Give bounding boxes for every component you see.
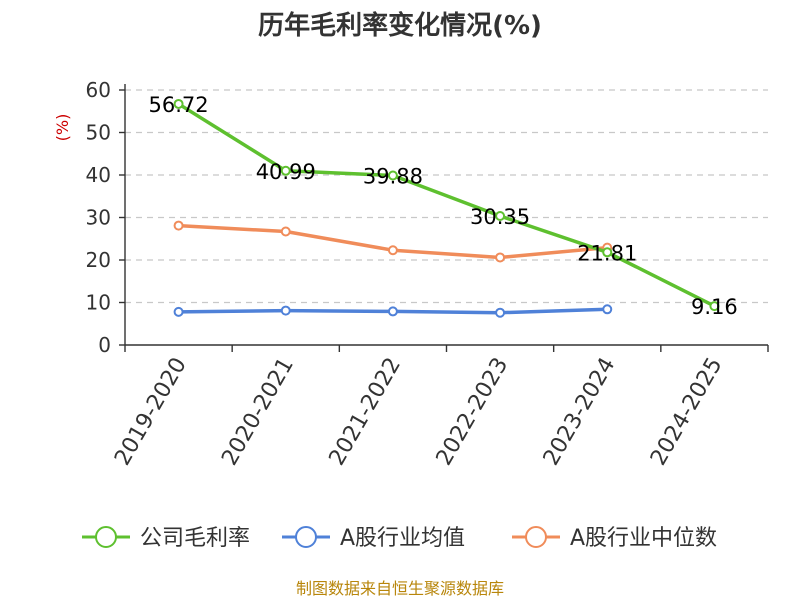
- data-point: [602, 304, 613, 315]
- data-label: 9.16: [691, 295, 738, 319]
- legend-swatch-marker: [525, 526, 547, 548]
- data-point: [387, 170, 398, 181]
- legend-label: 公司毛利率: [140, 526, 250, 551]
- data-point: [495, 211, 506, 222]
- data-point: [387, 245, 398, 256]
- y-tick-label: 20: [86, 248, 111, 272]
- chart-title: 历年毛利率变化情况(%): [258, 10, 542, 41]
- series-0: [173, 98, 720, 312]
- legend-swatch-marker: [95, 526, 117, 548]
- data-label: 21.81: [577, 241, 637, 265]
- series-1: [173, 304, 613, 318]
- data-point: [173, 306, 184, 317]
- data-point: [280, 226, 291, 237]
- data-point: [495, 252, 506, 263]
- x-tick-label: 2022-2023: [432, 354, 514, 470]
- legend-label: A股行业中位数: [570, 526, 717, 551]
- data-label: 56.72: [149, 93, 209, 117]
- data-point: [280, 305, 291, 316]
- legend-swatch-marker: [295, 526, 317, 548]
- series-layer: [173, 98, 720, 318]
- y-axis-label: (%): [53, 114, 72, 142]
- data-label: 40.99: [256, 160, 316, 184]
- source-note: 制图数据来自恒生聚源数据库: [296, 579, 504, 598]
- data-point: [173, 98, 184, 109]
- series-line: [177, 102, 716, 308]
- y-tick-label: 50: [86, 121, 111, 145]
- series-2: [173, 220, 613, 263]
- legend-item: A股行业中位数: [512, 526, 717, 551]
- data-point: [709, 301, 720, 312]
- y-tick-label: 60: [86, 78, 111, 102]
- x-tick-label: 2024-2025: [646, 354, 728, 470]
- data-point: [495, 307, 506, 318]
- legend-item: 公司毛利率: [82, 526, 250, 551]
- legend: 公司毛利率 A股行业均值 A股行业中位数: [82, 526, 717, 551]
- legend-item: A股行业均值: [282, 526, 465, 551]
- data-point: [602, 247, 613, 258]
- y-tick-label: 30: [86, 206, 111, 230]
- legend-label: A股行业均值: [340, 526, 465, 551]
- x-tick-label: 2021-2022: [325, 353, 407, 469]
- data-labels: 56.72 40.99 39.88 30.35 21.81 9.16: [149, 93, 738, 319]
- data-point: [280, 165, 291, 176]
- data-label: 39.88: [363, 165, 423, 189]
- grid-lines: [125, 89, 768, 304]
- data-point: [387, 306, 398, 317]
- x-tick-label: 2023-2024: [539, 354, 621, 470]
- x-tick-label: 2020-2021: [217, 354, 299, 470]
- y-tick-label: 10: [86, 291, 111, 315]
- x-tick-label: 2019-2020: [110, 354, 192, 470]
- y-tick-label: 40: [86, 163, 111, 187]
- y-tick-label: 0: [98, 333, 111, 357]
- axes: 0 10 20 30 40 50 60 2019-2020 2020-2021 2021-2022…: [86, 78, 769, 470]
- data-label: 30.35: [470, 205, 530, 229]
- data-point: [173, 220, 184, 231]
